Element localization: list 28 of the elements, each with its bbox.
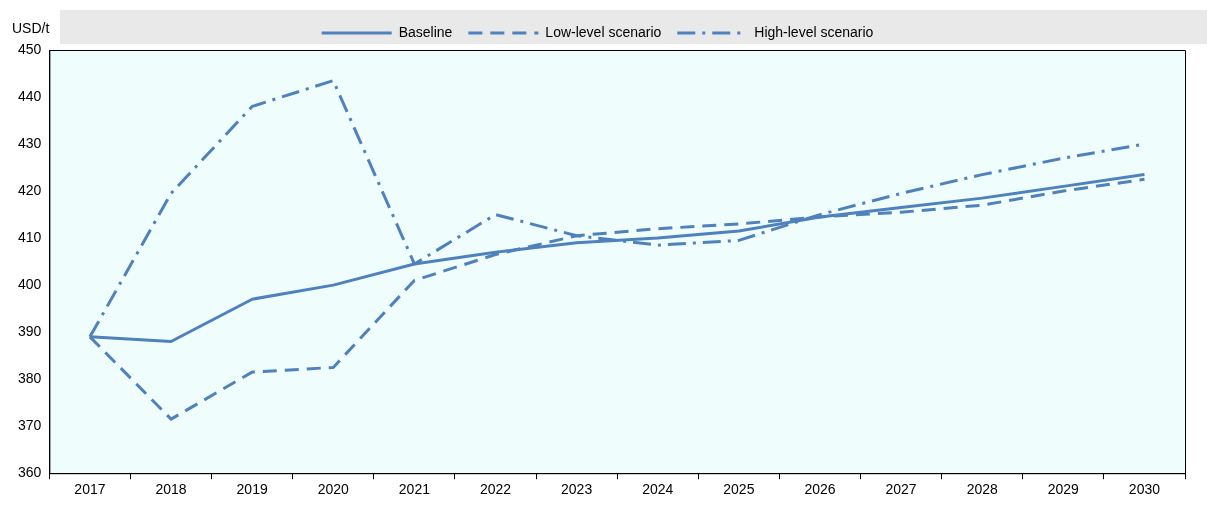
y-tick-label: 420 bbox=[18, 181, 42, 198]
y-axis-title: USD/t bbox=[12, 19, 50, 36]
x-tick-label: 2030 bbox=[1128, 481, 1161, 498]
y-tick-label: 370 bbox=[18, 417, 42, 434]
legend-label: Baseline bbox=[398, 23, 453, 40]
x-tick-label: 2022 bbox=[479, 481, 512, 498]
y-tick-label: 450 bbox=[18, 40, 42, 57]
x-tick-label: 2018 bbox=[155, 481, 187, 498]
x-tick-label: 2026 bbox=[804, 481, 836, 498]
x-tick-label: 2027 bbox=[885, 481, 917, 498]
y-tick-label: 360 bbox=[18, 464, 42, 481]
y-tick-label: 410 bbox=[18, 228, 42, 245]
y-tick-label: 400 bbox=[18, 275, 42, 292]
y-tick-label: 440 bbox=[18, 87, 42, 104]
x-tick-label: 2017 bbox=[74, 481, 106, 498]
x-tick-label: 2020 bbox=[317, 481, 350, 498]
legend-label: High-level scenario bbox=[754, 23, 874, 40]
x-tick-label: 2029 bbox=[1047, 481, 1080, 498]
x-tick-label: 2024 bbox=[642, 481, 674, 498]
x-tick-label: 2028 bbox=[966, 481, 998, 498]
y-tick-label: 380 bbox=[18, 370, 42, 387]
legend-label: Low-level scenario bbox=[545, 23, 662, 40]
x-tick-label: 2021 bbox=[398, 481, 431, 498]
y-tick-label: 430 bbox=[18, 134, 42, 151]
x-tick-label: 2025 bbox=[723, 481, 755, 498]
y-tick-label: 390 bbox=[18, 322, 42, 339]
x-tick-label: 2019 bbox=[236, 481, 268, 498]
x-tick-label: 2023 bbox=[561, 481, 593, 498]
